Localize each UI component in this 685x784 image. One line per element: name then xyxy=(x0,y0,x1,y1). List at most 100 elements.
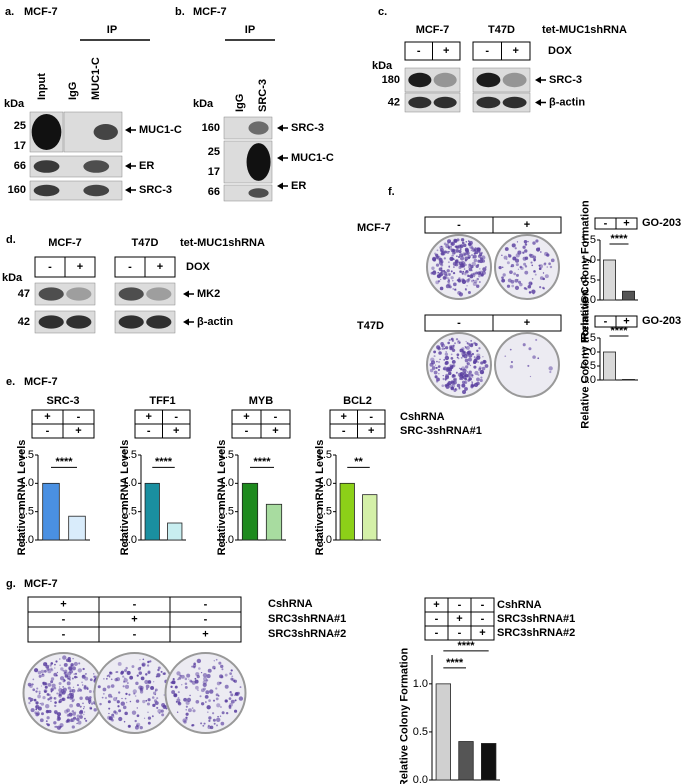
colony xyxy=(230,693,234,697)
colony xyxy=(539,276,544,280)
colony xyxy=(35,690,38,693)
bar xyxy=(458,741,474,781)
colony xyxy=(445,284,450,289)
colony xyxy=(478,366,482,370)
colony xyxy=(457,372,462,377)
colony xyxy=(498,266,502,270)
colony xyxy=(192,664,197,668)
colony xyxy=(531,289,536,294)
colony xyxy=(464,256,469,261)
colony xyxy=(115,671,118,674)
colony xyxy=(73,661,78,667)
colony xyxy=(206,674,211,679)
colony xyxy=(467,240,470,242)
colony xyxy=(109,671,112,675)
colony xyxy=(458,341,461,344)
colony xyxy=(58,727,60,729)
sign: + xyxy=(77,261,83,273)
colony xyxy=(458,277,461,280)
kda-label: kDa xyxy=(4,98,25,110)
colony xyxy=(58,700,61,704)
colony xyxy=(45,662,48,665)
colony xyxy=(113,710,117,714)
sign: + xyxy=(623,217,629,229)
colony xyxy=(90,702,94,705)
colony xyxy=(99,702,102,706)
colony xyxy=(473,258,478,263)
colony xyxy=(215,687,218,690)
band xyxy=(502,96,527,109)
y-tick-label: 1.5 xyxy=(19,449,34,461)
colony xyxy=(519,282,523,287)
colony xyxy=(474,370,479,376)
sign: + xyxy=(131,613,137,625)
colony xyxy=(442,276,447,280)
colony xyxy=(47,683,52,687)
sign: + xyxy=(75,425,81,437)
colony xyxy=(68,712,73,717)
colony xyxy=(480,257,484,261)
colony xyxy=(29,697,32,700)
colony xyxy=(481,270,486,275)
band xyxy=(502,72,527,88)
colony xyxy=(135,699,140,703)
colony xyxy=(128,725,131,728)
arrow-head xyxy=(535,99,541,106)
sign: + xyxy=(173,425,179,437)
kda-label: kDa xyxy=(193,98,214,110)
colony xyxy=(66,696,70,699)
colony xyxy=(72,712,76,716)
colony xyxy=(438,373,440,375)
colony xyxy=(150,685,155,690)
colony xyxy=(107,700,111,704)
colony xyxy=(33,668,39,673)
colony xyxy=(42,682,45,685)
construct: tet-MUC1shRNA xyxy=(542,24,627,36)
colony xyxy=(86,686,89,689)
colony xyxy=(434,364,437,366)
colony xyxy=(45,709,50,714)
panel-label: g. xyxy=(6,578,16,590)
colony xyxy=(234,699,237,702)
colony xyxy=(523,287,527,290)
colony xyxy=(131,665,135,668)
colony xyxy=(440,245,443,248)
colony xyxy=(440,260,444,264)
colony xyxy=(171,690,176,695)
arrow-head xyxy=(125,162,131,170)
colony xyxy=(51,683,56,688)
colony xyxy=(225,699,228,703)
band xyxy=(38,287,64,301)
arrow-head xyxy=(277,182,283,190)
colony xyxy=(132,689,137,694)
cell-line: MCF-7 xyxy=(48,237,82,249)
colony xyxy=(543,287,545,290)
colony xyxy=(460,263,465,268)
colony xyxy=(454,288,457,291)
colony xyxy=(29,684,33,689)
colony xyxy=(448,274,451,276)
colony xyxy=(467,265,471,269)
colony xyxy=(62,655,67,660)
sign: - xyxy=(274,411,278,423)
significance: **** xyxy=(446,657,464,669)
colony xyxy=(205,679,209,682)
colony xyxy=(440,267,443,269)
colony xyxy=(458,292,464,297)
colony xyxy=(62,680,65,683)
colony xyxy=(154,693,157,696)
sign: + xyxy=(433,599,439,611)
colony xyxy=(444,355,450,361)
colony xyxy=(46,716,50,720)
colony xyxy=(459,244,464,249)
kda-marker: 180 xyxy=(382,74,400,86)
colony xyxy=(181,684,183,686)
table-cell xyxy=(260,423,291,439)
band xyxy=(248,188,269,198)
colony xyxy=(36,687,39,690)
colony xyxy=(134,695,137,697)
colony xyxy=(437,271,440,274)
band xyxy=(33,160,60,173)
sign: + xyxy=(202,628,208,640)
